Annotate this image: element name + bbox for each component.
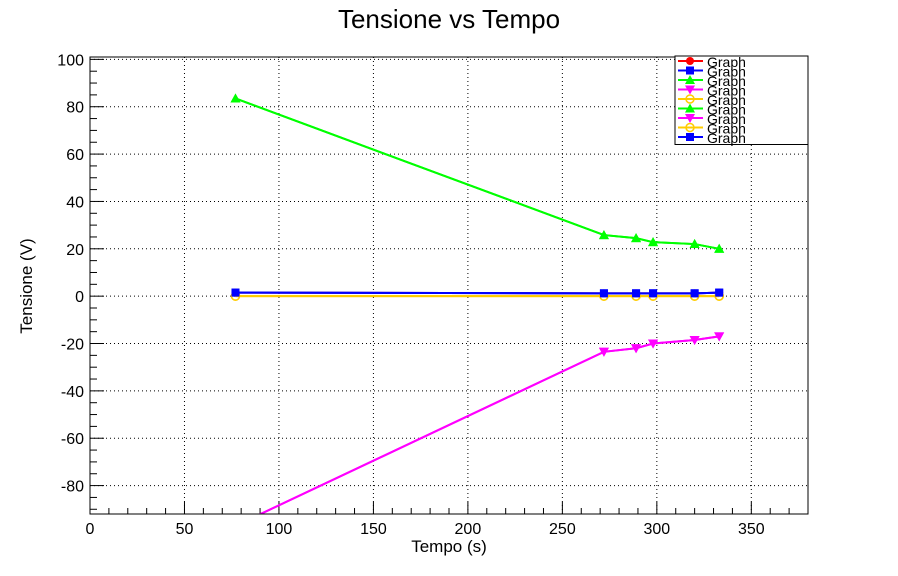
legend-entry: Graph xyxy=(678,121,746,137)
y-tick-label: 60 xyxy=(66,147,84,164)
legend-entry: Graph xyxy=(678,54,746,70)
data-point xyxy=(230,93,241,103)
data-point xyxy=(231,288,240,297)
legend-label: Graph xyxy=(707,83,746,99)
data-point xyxy=(632,289,641,298)
data-point xyxy=(649,289,658,298)
y-tick-label: -60 xyxy=(61,431,84,448)
chart-title: Tensione vs Tempo xyxy=(338,4,560,34)
data-point xyxy=(685,75,695,84)
data-point xyxy=(689,239,700,249)
data-point xyxy=(598,347,609,357)
data-point xyxy=(631,233,642,243)
legend-entry: Graph xyxy=(678,130,746,146)
data-point xyxy=(685,85,695,95)
series-line xyxy=(235,97,720,250)
data-point xyxy=(686,66,694,75)
series-line xyxy=(258,335,720,514)
series-7 xyxy=(230,332,725,531)
y-tick-label: -80 xyxy=(61,479,84,496)
x-tick-label: 100 xyxy=(266,521,293,538)
data-point xyxy=(689,335,700,345)
series-line xyxy=(235,291,720,295)
x-tick-label: 0 xyxy=(86,521,95,538)
legend-entry: Graph xyxy=(678,111,746,127)
legend-label: Graph xyxy=(707,73,746,89)
data-point xyxy=(631,344,642,354)
y-tick-label: 80 xyxy=(66,100,84,117)
x-tick-label: 150 xyxy=(360,521,387,538)
data-point xyxy=(230,522,240,531)
y-tick-label: 40 xyxy=(66,194,84,211)
series-line xyxy=(258,335,720,514)
data-point xyxy=(714,243,725,253)
data-point xyxy=(648,237,659,247)
y-tick-label: 0 xyxy=(75,289,84,306)
y-axis-label: Tensione (V) xyxy=(17,238,36,333)
data-point xyxy=(685,103,695,113)
plot-frame xyxy=(89,56,809,515)
data-point xyxy=(715,288,724,297)
data-point xyxy=(686,133,694,141)
data-point xyxy=(599,289,608,298)
series-6 xyxy=(230,93,725,253)
series-layer xyxy=(230,93,725,531)
legend: GraphGraphGraphGraphGraphGraphGraphGraph… xyxy=(674,54,809,146)
legend-label: Graph xyxy=(707,102,746,118)
data-point xyxy=(686,57,694,65)
data-point xyxy=(714,332,725,342)
y-tick-label: 100 xyxy=(57,52,84,69)
y-tick-label: 20 xyxy=(66,242,84,259)
data-point xyxy=(685,94,695,104)
legend-label: Graph xyxy=(707,54,746,70)
x-tick-label: 200 xyxy=(455,521,482,538)
x-tick-label: 300 xyxy=(643,521,670,538)
legend-entry: Graph xyxy=(678,64,746,80)
series-3 xyxy=(230,93,725,253)
series-line xyxy=(235,97,720,250)
series-4 xyxy=(230,332,725,531)
y-tick-label: -20 xyxy=(61,337,84,354)
data-point xyxy=(690,289,699,298)
axes: 0 50 100 150 200 250 300 350 -80 -60 -40 -20 0 20 40 60… xyxy=(57,52,809,538)
legend-entry: Graph xyxy=(678,92,746,108)
legend-label: Graph xyxy=(707,111,746,127)
data-point xyxy=(598,230,609,240)
legend-label: Graph xyxy=(707,92,746,108)
x-axis-label: Tempo (s) xyxy=(411,537,487,556)
data-point xyxy=(685,122,695,133)
series-9 xyxy=(231,288,724,298)
data-point xyxy=(648,339,659,349)
legend-entry: Graph xyxy=(678,73,746,89)
legend-entry: Graph xyxy=(678,102,746,118)
legend-label: Graph xyxy=(707,121,746,137)
legend-label: Graph xyxy=(707,130,746,146)
legend-label: Graph xyxy=(707,64,746,80)
x-tick-label: 350 xyxy=(738,521,765,538)
data-point xyxy=(685,114,695,123)
x-tick-label: 50 xyxy=(176,521,194,538)
data-point xyxy=(230,522,240,531)
x-tick-label: 250 xyxy=(549,521,576,538)
y-tick-label: -40 xyxy=(61,384,84,401)
legend-entry: Graph xyxy=(678,83,746,99)
